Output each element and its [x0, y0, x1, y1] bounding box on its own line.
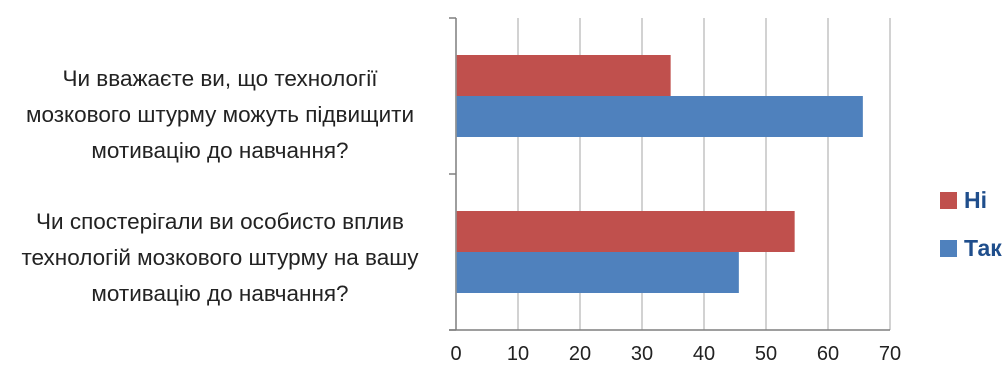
- legend-item-ni: Ні: [940, 176, 1002, 224]
- category-label-1-line-1: Чи спостерігали ви особисто вплив: [36, 209, 404, 234]
- x-tick-label-0: 0: [450, 343, 461, 365]
- bar-ni-1: [456, 211, 795, 252]
- category-label-0: Чи вважаєте ви, що технології мозкового …: [0, 61, 440, 169]
- bar-tak-0: [456, 96, 863, 137]
- x-tick-label-50: 50: [755, 343, 777, 365]
- legend-label-tak: Так: [964, 234, 1002, 261]
- legend-item-tak: Так: [940, 224, 1002, 272]
- category-label-1: Чи спостерігали ви особисто вплив технол…: [0, 204, 440, 312]
- bar-tak-1: [456, 252, 739, 293]
- bar-ni-0: [456, 55, 671, 96]
- category-label-1-line-2: технологій мозкового штурму на вашу: [21, 245, 419, 270]
- legend-swatch-tak: [940, 239, 957, 257]
- x-tick-label-10: 10: [507, 343, 529, 365]
- x-tick-label-40: 40: [693, 343, 715, 365]
- legend-label-ni: Ні: [964, 186, 987, 213]
- x-tick-label-30: 30: [631, 343, 653, 365]
- category-label-1-line-3: мотивацію до навчання?: [91, 281, 349, 306]
- x-tick-label-60: 60: [817, 343, 839, 365]
- category-label-0-line-3: мотивацію до навчання?: [91, 138, 349, 163]
- x-tick-label-70: 70: [879, 343, 901, 365]
- category-label-0-line-2: мозкового штурму можуть підвищити: [25, 102, 415, 127]
- legend-swatch-ni: [940, 191, 957, 209]
- legend: Ні Так: [940, 176, 1002, 272]
- category-label-0-line-1: Чи вважаєте ви, що технології: [62, 66, 378, 91]
- x-tick-label-20: 20: [569, 343, 591, 365]
